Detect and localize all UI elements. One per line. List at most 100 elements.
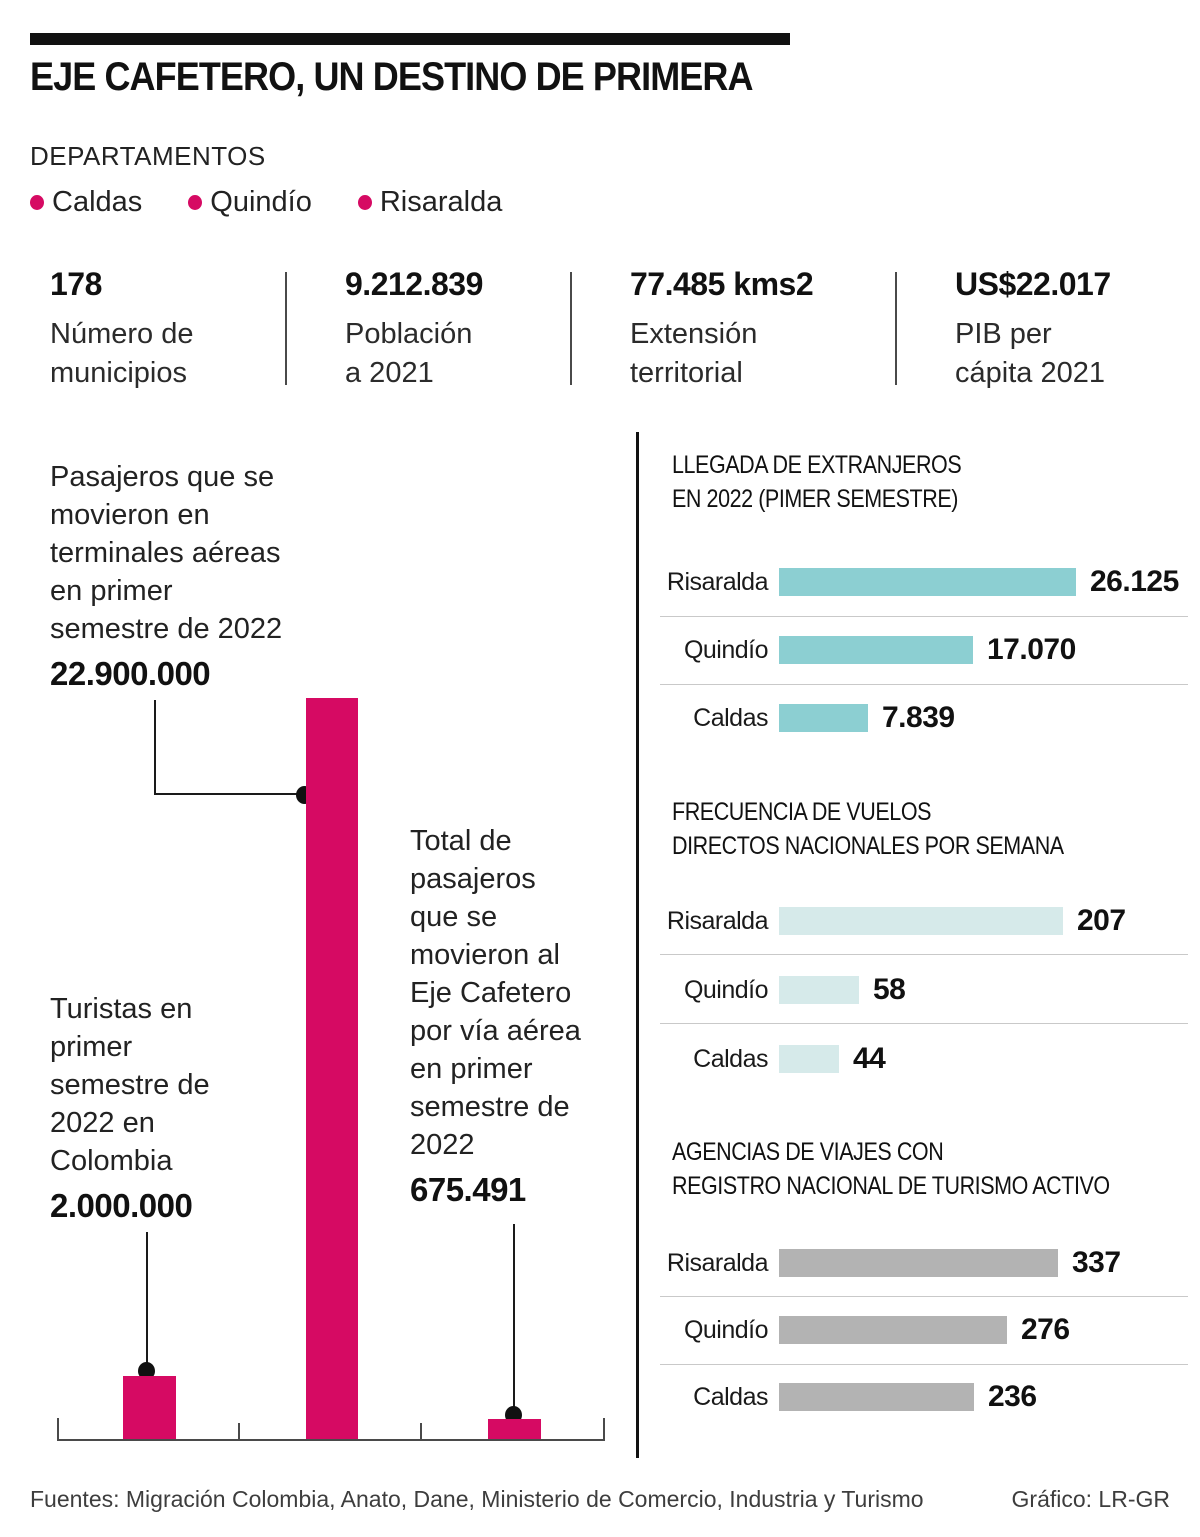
row-label: Risaralda <box>666 1248 769 1277</box>
row-value: 236 <box>988 1380 1037 1413</box>
row-value: 276 <box>1021 1313 1070 1346</box>
annotation-turistas-colombia: Turistas en primer semestre de 2022 en C… <box>50 990 290 1228</box>
stat-label-line: territorial <box>630 357 743 389</box>
annotation-line: por vía aérea <box>410 1015 581 1047</box>
annotation-line: terminales aéreas <box>50 537 281 569</box>
chart-row-caldas: Caldas 7.839 <box>648 698 1193 738</box>
axis-tick <box>420 1423 422 1439</box>
top-rule <box>30 33 790 45</box>
annotation-line: pasajeros <box>410 863 536 895</box>
page-title: EJE CAFETERO, UN DESTINO DE PRIMERA <box>30 55 753 99</box>
section-title-line: DIRECTOS NACIONALES POR SEMANA <box>672 832 1064 860</box>
bar <box>779 907 1063 935</box>
row-label: Quindío <box>683 1315 769 1344</box>
stat-value: US$22.017 <box>955 266 1111 302</box>
section-title-line: AGENCIAS DE VIAJES CON <box>672 1138 944 1166</box>
row-divider <box>660 616 1188 617</box>
legend-label: Caldas <box>52 186 143 218</box>
section-title-frecuencia: FRECUENCIA DE VUELOS DIRECTOS NACIONALES… <box>672 795 1064 863</box>
annotation-line: semestre de 2022 <box>50 613 283 645</box>
x-axis <box>57 1439 605 1441</box>
row-divider <box>660 1296 1188 1297</box>
stat-label-line: Número de <box>50 318 194 350</box>
chart-row-risaralda: Risaralda 337 <box>648 1243 1193 1283</box>
annotation-line: Colombia <box>50 1145 173 1177</box>
stat-label-line: cápita 2021 <box>955 357 1105 389</box>
legend-item-risaralda: Risaralda <box>357 186 503 219</box>
chart-row-caldas: Caldas 44 <box>648 1039 1193 1079</box>
connector-line <box>154 700 156 795</box>
stat-label: Población a 2021 <box>345 315 483 393</box>
bar <box>779 1383 974 1411</box>
chart-row-quindio: Quindío 58 <box>648 970 1193 1010</box>
chart-row-risaralda: Risaralda 26.125 <box>648 562 1193 602</box>
stat-divider <box>285 272 287 385</box>
stat-label: PIB per cápita 2021 <box>955 315 1111 393</box>
section-title-line: REGISTRO NACIONAL DE TURISMO ACTIVO <box>672 1172 1110 1200</box>
section-title-llegada: LLEGADA DE EXTRANJEROS EN 2022 (PIMER SE… <box>672 448 962 516</box>
stat-divider <box>895 272 897 385</box>
connector-line <box>146 1232 148 1365</box>
annotation-value: 675.491 <box>410 1171 526 1208</box>
bar <box>779 976 859 1004</box>
legend-dot-icon <box>357 195 372 210</box>
bar <box>779 568 1076 596</box>
row-divider <box>660 1023 1188 1024</box>
bar-total-eje-cafetero <box>488 1419 541 1441</box>
section-title-agencias: AGENCIAS DE VIAJES CON REGISTRO NACIONAL… <box>672 1135 1110 1203</box>
row-divider <box>660 954 1188 955</box>
bar <box>779 636 973 664</box>
row-value: 337 <box>1072 1246 1121 1279</box>
row-divider <box>660 684 1188 685</box>
connector-dot-icon <box>138 1362 155 1380</box>
connector-line <box>513 1224 515 1408</box>
legend-label: Quindío <box>210 186 312 218</box>
legend-dot-icon <box>188 195 203 210</box>
row-value: 17.070 <box>987 633 1076 666</box>
row-divider <box>660 1364 1188 1365</box>
chart-row-caldas: Caldas 236 <box>648 1377 1193 1417</box>
annotation-line: semestre de <box>50 1069 210 1101</box>
bar-pasajeros-terminales <box>306 698 358 1441</box>
annotation-line: movieron en <box>50 499 210 531</box>
legend-item-quindio: Quindío <box>188 186 312 219</box>
annotation-line: Total de <box>410 825 512 857</box>
stat-value: 9.212.839 <box>345 266 483 302</box>
annotation-line: movieron al <box>410 939 560 971</box>
row-label: Caldas <box>693 703 768 732</box>
legend-item-caldas: Caldas <box>30 186 142 219</box>
stat-label-line: a 2021 <box>345 357 434 389</box>
stat-poblacion: 9.212.839 Población a 2021 <box>345 266 483 393</box>
section-title-line: LLEGADA DE EXTRANJEROS <box>672 451 962 479</box>
stat-extension: 77.485 kms2 Extensión territorial <box>630 266 814 393</box>
stat-municipios: 178 Número de municipios <box>50 266 193 393</box>
axis-tick <box>238 1423 240 1439</box>
column-divider <box>636 432 639 1458</box>
chart-row-risaralda: Risaralda 207 <box>648 901 1193 941</box>
stat-divider <box>570 272 572 385</box>
stat-label-line: Población <box>345 318 473 350</box>
annotation-line: en primer <box>410 1053 533 1085</box>
axis-tick <box>57 1418 59 1439</box>
legend-dot-icon <box>30 195 44 210</box>
section-title-line: EN 2022 (PIMER SEMESTRE) <box>672 485 958 513</box>
section-title-line: FRECUENCIA DE VUELOS <box>672 798 932 826</box>
bar <box>779 1316 1007 1344</box>
annotation-value: 22.900.000 <box>50 655 211 692</box>
annotation-line: Pasajeros que se <box>50 461 275 493</box>
annotation-line: semestre de <box>410 1091 570 1123</box>
stat-label: Extensión territorial <box>630 315 813 393</box>
connector-line <box>154 793 298 795</box>
axis-tick <box>603 1418 605 1439</box>
stat-label-line: PIB per <box>955 318 1052 350</box>
row-label: Quindío <box>683 975 769 1004</box>
annotation-line: 2022 en <box>50 1107 155 1139</box>
legend-title: DEPARTAMENTOS <box>30 141 266 171</box>
row-label: Risaralda <box>666 567 769 596</box>
legend-label: Risaralda <box>379 186 503 218</box>
row-value: 26.125 <box>1090 565 1179 598</box>
sources-text: Fuentes: Migración Colombia, Anato, Dane… <box>30 1486 924 1512</box>
annotation-line: Eje Cafetero <box>410 977 572 1009</box>
bar <box>779 704 868 732</box>
